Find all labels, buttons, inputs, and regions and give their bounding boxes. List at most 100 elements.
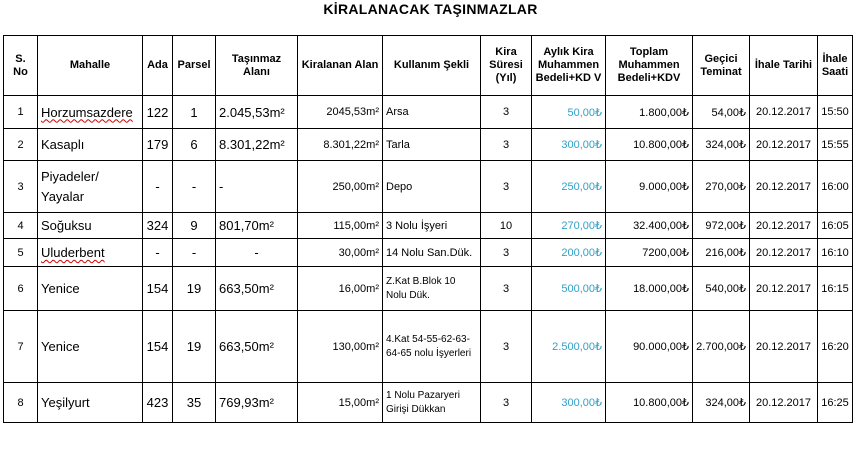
cell-tarih: 20.12.2017: [749, 310, 818, 383]
cell-sno: 4: [3, 212, 38, 239]
cell-saat: 16:05: [817, 212, 853, 239]
cell-alan: 8.301,22m²: [215, 128, 298, 161]
cell-alan: 801,70m²: [215, 212, 298, 239]
cell-teminat: 216,00₺: [692, 238, 750, 267]
header-aylik: Aylık Kira Muhammen Bedeli+KD V: [531, 35, 606, 96]
cell-kiralanan: 2045,53m²: [297, 95, 383, 129]
cell-tarih: 20.12.2017: [749, 160, 818, 213]
cell-kullanim: 3 Nolu İşyeri: [382, 212, 481, 239]
cell-saat: 16:25: [817, 382, 853, 423]
cell-teminat: 2.700,00₺: [692, 310, 750, 383]
cell-sno: 3: [3, 160, 38, 213]
cell-teminat: 972,00₺: [692, 212, 750, 239]
cell-aylik: 2.500,00₺: [531, 310, 606, 383]
cell-ada: 122: [142, 95, 173, 129]
cell-mahalle: Kasaplı: [37, 128, 143, 161]
cell-tarih: 20.12.2017: [749, 128, 818, 161]
cell-kiralanan: 130,00m²: [297, 310, 383, 383]
cell-kullanim: Z.Kat B.Blok 10 Nolu Dük.: [382, 266, 481, 311]
header-teminat: Geçici Teminat: [692, 35, 750, 96]
cell-tarih: 20.12.2017: [749, 382, 818, 423]
cell-mahalle: Yenice: [37, 266, 143, 311]
cell-sure: 3: [480, 266, 532, 311]
cell-saat: 16:20: [817, 310, 853, 383]
cell-sure: 3: [480, 128, 532, 161]
cell-parsel: 19: [172, 266, 216, 311]
cell-sno: 5: [3, 238, 38, 267]
header-parsel: Parsel: [172, 35, 216, 96]
cell-sure: 10: [480, 212, 532, 239]
cell-sno: 6: [3, 266, 38, 311]
table-row: 8 Yeşilyurt 423 35 769,93m² 15,00m² 1 No…: [3, 382, 853, 423]
cell-ada: 179: [142, 128, 173, 161]
cell-sno: 1: [3, 95, 38, 129]
cell-kiralanan: 8.301,22m²: [297, 128, 383, 161]
header-kullanim: Kullanım Şekli: [382, 35, 481, 96]
cell-parsel: -: [172, 238, 216, 267]
cell-kullanim: Tarla: [382, 128, 481, 161]
cell-saat: 16:00: [817, 160, 853, 213]
cell-kiralanan: 15,00m²: [297, 382, 383, 423]
cell-aylik: 500,00₺: [531, 266, 606, 311]
header-alan: Taşınmaz Alanı: [215, 35, 298, 96]
cell-sno: 2: [3, 128, 38, 161]
cell-kullanim: 1 Nolu Pazaryeri Girişi Dükkan: [382, 382, 481, 423]
cell-kiralanan: 250,00m²: [297, 160, 383, 213]
cell-aylik: 200,00₺: [531, 238, 606, 267]
header-ada: Ada: [142, 35, 173, 96]
cell-kiralanan: 16,00m²: [297, 266, 383, 311]
cell-saat: 15:55: [817, 128, 853, 161]
cell-parsel: 35: [172, 382, 216, 423]
cell-teminat: 324,00₺: [692, 128, 750, 161]
cell-alan: 663,50m²: [215, 266, 298, 311]
header-mahalle: Mahalle: [37, 35, 143, 96]
cell-parsel: 19: [172, 310, 216, 383]
cell-mahalle: Soğuksu: [37, 212, 143, 239]
cell-saat: 15:50: [817, 95, 853, 129]
cell-toplam: 1.800,00₺: [605, 95, 693, 129]
cell-sure: 3: [480, 95, 532, 129]
cell-kullanim: 14 Nolu San.Dük.: [382, 238, 481, 267]
cell-mahalle: Uluderbent: [37, 238, 143, 267]
cell-toplam: 18.000,00₺: [605, 266, 693, 311]
cell-toplam: 32.400,00₺: [605, 212, 693, 239]
cell-ada: 423: [142, 382, 173, 423]
cell-aylik: 250,00₺: [531, 160, 606, 213]
cell-aylik: 50,00₺: [531, 95, 606, 129]
cell-toplam: 10.800,00₺: [605, 128, 693, 161]
cell-toplam: 9.000,00₺: [605, 160, 693, 213]
cell-parsel: 1: [172, 95, 216, 129]
header-saat: İhale Saati: [817, 35, 853, 96]
cell-teminat: 324,00₺: [692, 382, 750, 423]
cell-tarih: 20.12.2017: [749, 95, 818, 129]
cell-toplam: 90.000,00₺: [605, 310, 693, 383]
cell-aylik: 300,00₺: [531, 382, 606, 423]
header-tarih: İhale Tarihi: [749, 35, 818, 96]
cell-parsel: -: [172, 160, 216, 213]
cell-saat: 16:15: [817, 266, 853, 311]
property-table: S. No Mahalle Ada Parsel Taşınmaz Alanı …: [3, 35, 853, 423]
header-kiralanan: Kiralanan Alan: [297, 35, 383, 96]
cell-ada: -: [142, 238, 173, 267]
cell-mahalle: Piyadeler/ Yayalar: [37, 160, 143, 213]
table-row: 7 Yenice 154 19 663,50m² 130,00m² 4.Kat …: [3, 310, 853, 383]
cell-alan: -: [215, 238, 298, 267]
cell-ada: 324: [142, 212, 173, 239]
cell-teminat: 54,00₺: [692, 95, 750, 129]
cell-kiralanan: 115,00m²: [297, 212, 383, 239]
cell-teminat: 270,00₺: [692, 160, 750, 213]
cell-kullanim: 4.Kat 54-55-62-63-64-65 nolu İşyerleri: [382, 310, 481, 383]
cell-kiralanan: 30,00m²: [297, 238, 383, 267]
cell-teminat: 540,00₺: [692, 266, 750, 311]
table-row: 6 Yenice 154 19 663,50m² 16,00m² Z.Kat B…: [3, 266, 853, 311]
cell-sure: 3: [480, 382, 532, 423]
cell-toplam: 10.800,00₺: [605, 382, 693, 423]
cell-parsel: 6: [172, 128, 216, 161]
cell-ada: -: [142, 160, 173, 213]
cell-aylik: 270,00₺: [531, 212, 606, 239]
header-toplam: Toplam Muhammen Bedeli+KDV: [605, 35, 693, 96]
cell-alan: 769,93m²: [215, 382, 298, 423]
cell-alan: 2.045,53m²: [215, 95, 298, 129]
cell-tarih: 20.12.2017: [749, 266, 818, 311]
table-row: 1 Horzumsazdere 122 1 2.045,53m² 2045,53…: [3, 95, 853, 129]
